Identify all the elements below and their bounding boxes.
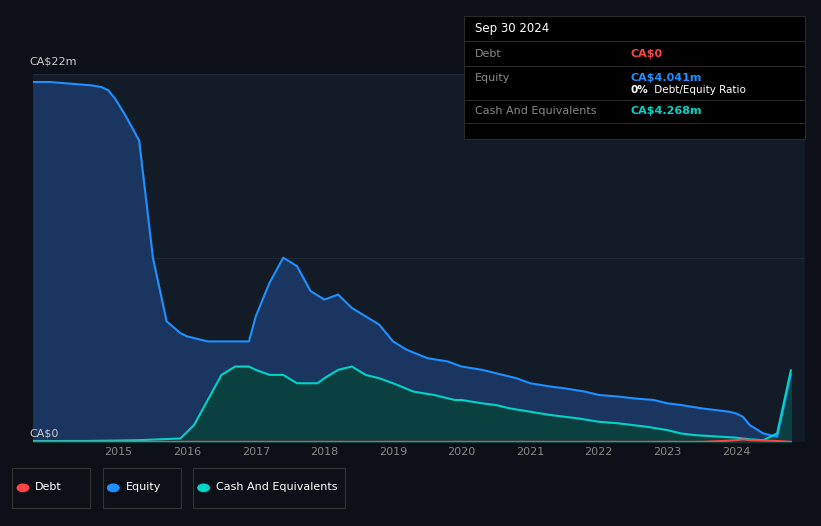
- Text: Cash And Equivalents: Cash And Equivalents: [475, 106, 596, 116]
- Text: Sep 30 2024: Sep 30 2024: [475, 22, 548, 35]
- Text: Equity: Equity: [475, 73, 510, 83]
- Text: CA$0: CA$0: [29, 428, 58, 438]
- Text: CA$4.041m: CA$4.041m: [631, 73, 702, 83]
- Text: CA$0: CA$0: [631, 49, 663, 59]
- Text: Cash And Equivalents: Cash And Equivalents: [216, 482, 337, 492]
- Text: 0%: 0%: [631, 85, 649, 95]
- Text: Equity: Equity: [126, 482, 161, 492]
- Text: CA$4.268m: CA$4.268m: [631, 106, 702, 116]
- Text: Debt: Debt: [35, 482, 62, 492]
- Text: Debt: Debt: [475, 49, 502, 59]
- Text: CA$22m: CA$22m: [29, 56, 76, 66]
- Text: Debt/Equity Ratio: Debt/Equity Ratio: [651, 85, 746, 95]
